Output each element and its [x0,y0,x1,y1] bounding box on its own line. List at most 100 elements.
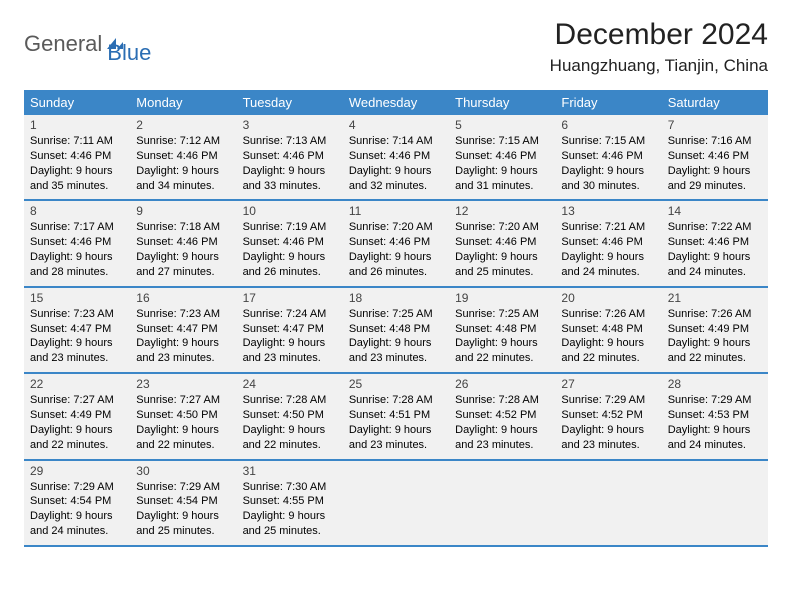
daylight-text: and 24 minutes. [668,438,762,453]
sunset-text: Sunset: 4:46 PM [136,235,230,250]
calendar-day-cell: 26Sunrise: 7:28 AMSunset: 4:52 PMDayligh… [449,373,555,459]
sunset-text: Sunset: 4:48 PM [561,322,655,337]
calendar-day-cell: 1Sunrise: 7:11 AMSunset: 4:46 PMDaylight… [24,115,130,200]
sunrise-text: Sunrise: 7:28 AM [349,393,443,408]
daylight-text: Daylight: 9 hours [136,509,230,524]
sunset-text: Sunset: 4:54 PM [30,494,124,509]
sunrise-text: Sunrise: 7:24 AM [243,307,337,322]
daylight-text: and 26 minutes. [243,265,337,280]
daylight-text: and 22 minutes. [455,351,549,366]
sunrise-text: Sunrise: 7:29 AM [30,480,124,495]
calendar-day-cell: 29 Sunrise: 7:29 AMSunset: 4:54 PMDayligh… [24,460,130,546]
day-number: 19 [455,291,549,305]
daylight-text: and 24 minutes. [668,265,762,280]
weekday-header: Thursday [449,90,555,115]
daylight-text: and 22 minutes. [243,438,337,453]
calendar-day-cell: 4Sunrise: 7:14 AMSunset: 4:46 PMDaylight… [343,115,449,200]
day-number: 9 [136,204,230,218]
sunrise-text: Sunrise: 7:18 AM [136,220,230,235]
daylight-text: Daylight: 9 hours [30,509,124,524]
calendar-day-cell: 25Sunrise: 7:28 AMSunset: 4:51 PMDayligh… [343,373,449,459]
weekday-header-row: Sunday Monday Tuesday Wednesday Thursday… [24,90,768,115]
daylight-text: Daylight: 9 hours [243,164,337,179]
daylight-text: and 22 minutes. [561,351,655,366]
daylight-text: Daylight: 9 hours [561,164,655,179]
calendar-body: 1Sunrise: 7:11 AMSunset: 4:46 PMDaylight… [24,115,768,546]
weekday-header: Saturday [662,90,768,115]
daylight-text: Daylight: 9 hours [243,250,337,265]
brand-logo: General Blue [24,18,151,64]
sunset-text: Sunset: 4:52 PM [455,408,549,423]
calendar-day-cell: 16Sunrise: 7:23 AMSunset: 4:47 PMDayligh… [130,287,236,373]
sunrise-text: Sunrise: 7:11 AM [30,134,124,149]
sunset-text: Sunset: 4:55 PM [243,494,337,509]
calendar-day-cell: 22Sunrise: 7:27 AMSunset: 4:49 PMDayligh… [24,373,130,459]
calendar-day-cell: 3Sunrise: 7:13 AMSunset: 4:46 PMDaylight… [237,115,343,200]
calendar-week-row: 1Sunrise: 7:11 AMSunset: 4:46 PMDaylight… [24,115,768,200]
calendar-day-cell: 17Sunrise: 7:24 AMSunset: 4:47 PMDayligh… [237,287,343,373]
sunset-text: Sunset: 4:50 PM [136,408,230,423]
sunrise-text: Sunrise: 7:13 AM [243,134,337,149]
daylight-text: and 25 minutes. [243,524,337,539]
brand-word-2: Blue [107,24,151,64]
weekday-header: Monday [130,90,236,115]
daylight-text: and 35 minutes. [30,179,124,194]
month-title: December 2024 [550,18,768,52]
day-number: 12 [455,204,549,218]
sunset-text: Sunset: 4:49 PM [668,322,762,337]
day-number: 29 [30,464,124,478]
day-number: 16 [136,291,230,305]
day-number: 30 [136,464,230,478]
daylight-text: and 32 minutes. [349,179,443,194]
day-number: 14 [668,204,762,218]
daylight-text: Daylight: 9 hours [136,336,230,351]
calendar-day-cell: 23Sunrise: 7:27 AMSunset: 4:50 PMDayligh… [130,373,236,459]
calendar-day-cell: 11Sunrise: 7:20 AMSunset: 4:46 PMDayligh… [343,200,449,286]
sunrise-text: Sunrise: 7:15 AM [561,134,655,149]
weekday-header: Friday [555,90,661,115]
sunset-text: Sunset: 4:46 PM [349,235,443,250]
sunrise-text: Sunrise: 7:16 AM [668,134,762,149]
calendar-week-row: 15Sunrise: 7:23 AMSunset: 4:47 PMDayligh… [24,287,768,373]
location-label: Huangzhuang, Tianjin, China [550,56,768,76]
daylight-text: Daylight: 9 hours [30,423,124,438]
daylight-text: Daylight: 9 hours [561,250,655,265]
daylight-text: Daylight: 9 hours [349,336,443,351]
calendar-empty-cell [555,460,661,546]
daylight-text: Daylight: 9 hours [455,336,549,351]
daylight-text: Daylight: 9 hours [561,336,655,351]
daylight-text: Daylight: 9 hours [30,164,124,179]
daylight-text: Daylight: 9 hours [561,423,655,438]
sunrise-text: Sunrise: 7:21 AM [561,220,655,235]
daylight-text: Daylight: 9 hours [668,423,762,438]
sunset-text: Sunset: 4:51 PM [349,408,443,423]
calendar-week-row: 22Sunrise: 7:27 AMSunset: 4:49 PMDayligh… [24,373,768,459]
sunset-text: Sunset: 4:46 PM [243,235,337,250]
sunset-text: Sunset: 4:46 PM [349,149,443,164]
day-number: 10 [243,204,337,218]
sunset-text: Sunset: 4:46 PM [30,149,124,164]
title-block: December 2024 Huangzhuang, Tianjin, Chin… [550,18,768,76]
daylight-text: Daylight: 9 hours [349,164,443,179]
sunset-text: Sunset: 4:47 PM [136,322,230,337]
day-number: 21 [668,291,762,305]
daylight-text: Daylight: 9 hours [455,164,549,179]
sunrise-text: Sunrise: 7:22 AM [668,220,762,235]
daylight-text: and 25 minutes. [455,265,549,280]
sunrise-text: Sunrise: 7:19 AM [243,220,337,235]
daylight-text: Daylight: 9 hours [243,423,337,438]
sunset-text: Sunset: 4:46 PM [136,149,230,164]
day-number: 3 [243,118,337,132]
day-number: 5 [455,118,549,132]
daylight-text: and 23 minutes. [349,438,443,453]
calendar-day-cell: 31Sunrise: 7:30 AMSunset: 4:55 PMDayligh… [237,460,343,546]
sunrise-text: Sunrise: 7:27 AM [30,393,124,408]
day-number: 11 [349,204,443,218]
weekday-header: Sunday [24,90,130,115]
sunrise-text: Sunrise: 7:27 AM [136,393,230,408]
daylight-text: and 29 minutes. [668,179,762,194]
daylight-text: and 24 minutes. [30,524,124,539]
sunset-text: Sunset: 4:46 PM [668,149,762,164]
daylight-text: and 28 minutes. [30,265,124,280]
sunrise-text: Sunrise: 7:12 AM [136,134,230,149]
